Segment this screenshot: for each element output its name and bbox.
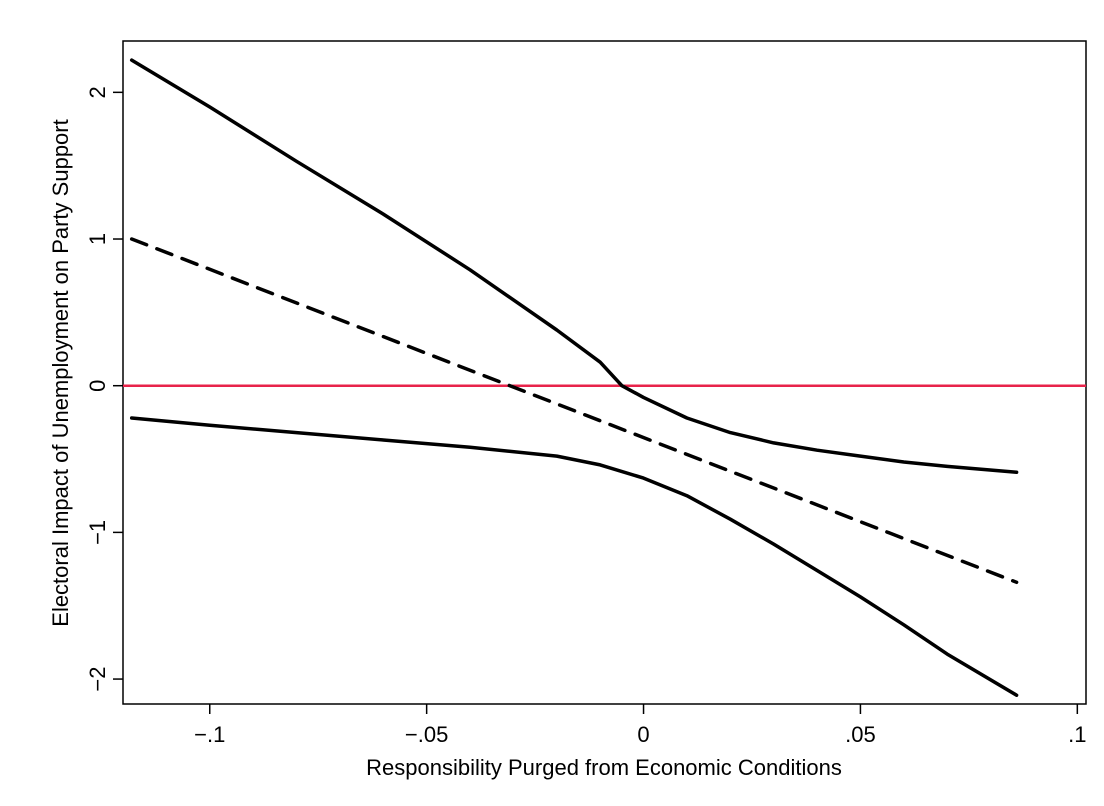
y-tick-label: −1 — [85, 520, 110, 545]
x-tick-label: −.1 — [194, 722, 225, 747]
x-tick-label: .1 — [1068, 722, 1086, 747]
x-axis-label: Responsibility Purged from Economic Cond… — [366, 755, 842, 780]
series-layer — [129, 58, 1019, 697]
lower-bound-line — [129, 416, 1019, 697]
y-tick-label: −2 — [85, 667, 110, 692]
x-tick-label: −.05 — [405, 722, 448, 747]
x-tick-label: .05 — [845, 722, 876, 747]
y-axis: −2 −1 0 1 2 — [85, 86, 123, 692]
y-tick-label: 2 — [85, 86, 110, 98]
y-axis-label: Electoral Impact of Unemployment on Part… — [48, 119, 73, 626]
upper-bound-line — [129, 58, 1019, 474]
x-tick-label: 0 — [637, 722, 649, 747]
y-tick-label: 0 — [85, 380, 110, 392]
y-tick-label: 1 — [85, 233, 110, 245]
point-estimate-line — [129, 237, 1019, 585]
x-axis: −.1 −.05 0 .05 .1 — [194, 704, 1087, 747]
plot-frame — [122, 40, 1087, 705]
